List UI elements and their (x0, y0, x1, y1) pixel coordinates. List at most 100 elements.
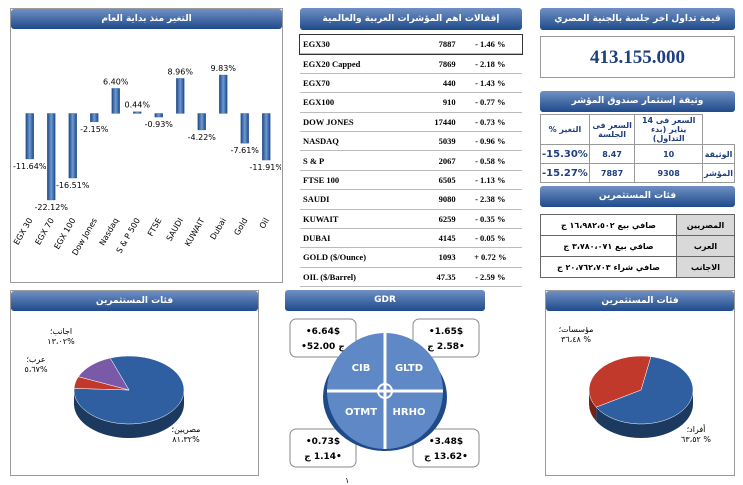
price-box (289, 428, 357, 468)
bar (25, 113, 34, 160)
data-label: ٣٦،٤٨ % (561, 335, 591, 344)
trading-value: 413.155.000 (540, 36, 735, 78)
index-close: 17440 (413, 112, 459, 132)
table-header-row: السعر فى 14 يناير (بدء التداول) السعر فى … (540, 114, 735, 145)
cell: صافي شراء ٢٠،٧٦٢،٧٠٣ ج (540, 256, 677, 278)
legend-label: مؤسسات؛ (559, 325, 594, 334)
legend-label: مصريين؛ (172, 425, 201, 434)
x-tick-label: SAUDI (165, 217, 185, 243)
data-label: ٨١،٣٢% (172, 435, 200, 444)
bar (262, 113, 271, 161)
investors-table: المصريين صافي بيع ١٦،٩٨٢،٥٠٢ ج العرب صافي ب… (540, 214, 735, 278)
data-label: 0.44% (125, 101, 151, 110)
bar (154, 113, 163, 118)
index-close: 9080 (413, 189, 459, 210)
panel-header: إقفالات اهم المؤشرات العربية والعالمية (300, 8, 522, 30)
row-label: المصريين (676, 214, 735, 236)
data-label: 8.96% (168, 67, 194, 76)
index-close: 910 (413, 92, 459, 113)
bar (133, 111, 142, 114)
cell: 9308 (634, 163, 704, 183)
legend-label: عرب؛ (26, 355, 45, 364)
panel-header: وثيقة إستثمار صندوق المؤشر (540, 91, 735, 112)
x-tick-label: EGX 30 (12, 217, 35, 247)
bar (176, 78, 185, 114)
index-change: - 0.73 % (458, 112, 522, 132)
index-close: 47.35 (413, 267, 459, 288)
index-close: 2067 (413, 150, 459, 171)
table-row: DUBAI 4145- 0.05 % (300, 228, 522, 249)
page-number: ١ (345, 476, 350, 485)
panel-header: فئات المستثمرين (540, 186, 735, 207)
index-close: 7869 (413, 53, 459, 74)
bar (111, 88, 120, 114)
usd-price: •6.64$ (306, 327, 340, 337)
index-name: EGX30 (300, 35, 414, 55)
data-label: ١٣،٠٢% (47, 337, 75, 346)
panel-header: التغير منذ بداية العام (11, 9, 282, 29)
data-label: -7.61% (231, 146, 260, 155)
column-header: السعر فى الجلسة (588, 114, 636, 145)
x-tick-label: KUWAIT (183, 216, 206, 248)
pie-slice (78, 357, 130, 391)
egp-price: ج 1.14• (304, 452, 342, 462)
fund-table: السعر فى 14 يناير (بدء التداول) السعر فى … (540, 114, 735, 183)
cell: صافي بيع ١٦،٩٨٢،٥٠٢ ج (540, 214, 677, 236)
legend-label: أفراد؛ (687, 424, 706, 434)
table-row: S & P 2067- 0.58 % (300, 150, 522, 171)
pie-chart: مصريين؛٨١،٣٢% عرب؛٥،٦٧% اجانب؛١٣،٠٢% (24, 327, 201, 444)
table-row: المصريين صافي بيع ١٦،٩٨٢،٥٠٢ ج (540, 214, 735, 236)
x-tick-label: Dubai (208, 217, 228, 242)
panel-header: فئات المستثمرين (546, 291, 734, 311)
index-change: - 1.46 % (458, 35, 522, 55)
data-label: -11.91% (250, 163, 281, 172)
usd-price: •1.65$ (429, 327, 463, 337)
index-change: - 0.58 % (458, 150, 522, 171)
data-label: -4.22% (188, 133, 217, 142)
table-row: EGX70 440- 1.43 % (300, 73, 522, 94)
row-label: العرب (676, 235, 735, 257)
x-tick-label: Gold (232, 217, 249, 237)
index-name: EGX20 Capped (300, 53, 414, 74)
pie-slice (595, 356, 694, 425)
cell: -15.30% (540, 144, 590, 164)
table-row: NASDAQ 5039- 0.96 % (300, 131, 522, 152)
index-change: - 1.13 % (458, 170, 522, 191)
index-close: 1093 (413, 247, 459, 268)
panel-header: GDR (285, 290, 485, 311)
data-label: -22.12% (35, 203, 69, 212)
cell: -15.27% (540, 163, 590, 183)
index-close: 440 (413, 73, 459, 94)
ticker: HRHO (393, 407, 426, 418)
bar (68, 113, 77, 179)
ticker: CIB (352, 363, 371, 374)
index-name: SAUDI (300, 189, 414, 210)
table-row: DOW JONES 17440- 0.73 % (300, 112, 522, 132)
table-row: SAUDI 9080- 2.38 % (300, 189, 522, 210)
closing-table: EGX30 7887- 1.46 % EGX20 Capped 7869- 2.18 … (299, 34, 523, 288)
data-label: -16.51% (56, 181, 90, 190)
data-label: ٦٣،٥٢ % (681, 435, 711, 444)
table-row: المؤشر 9308 7887 -15.27% (540, 163, 735, 183)
pie-slice (588, 355, 652, 408)
ytd-panel: التغير منذ بداية العام -11.64% EGX 30 -22.… (10, 8, 283, 283)
index-change: - 2.18 % (458, 53, 522, 74)
x-tick-label: EGX 70 (33, 217, 56, 247)
egp-price: ج 13.62• (424, 452, 468, 462)
index-name: EGX70 (300, 73, 414, 94)
index-change: - 0.35 % (458, 209, 522, 229)
bar (240, 113, 249, 144)
panel-header: فئات المستثمرين (11, 291, 258, 311)
index-name: EGX100 (300, 92, 414, 113)
table-row: العرب صافي بيع ٣،٧٨٠،٠٧١ ج (540, 235, 735, 257)
row-label: الوثيقة (702, 144, 735, 164)
column-header: التغير % (540, 114, 590, 145)
table-row: EGX30 7887- 1.46 % (299, 34, 523, 55)
data-label: ٥،٦٧% (24, 365, 47, 374)
index-name: GOLD ($/Ounce) (300, 247, 414, 268)
index-change: - 2.59 % (458, 267, 522, 288)
table-corner (703, 115, 735, 145)
table-row: KUWAIT 6259- 0.35 % (300, 209, 522, 229)
data-label: 9.83% (211, 64, 237, 73)
